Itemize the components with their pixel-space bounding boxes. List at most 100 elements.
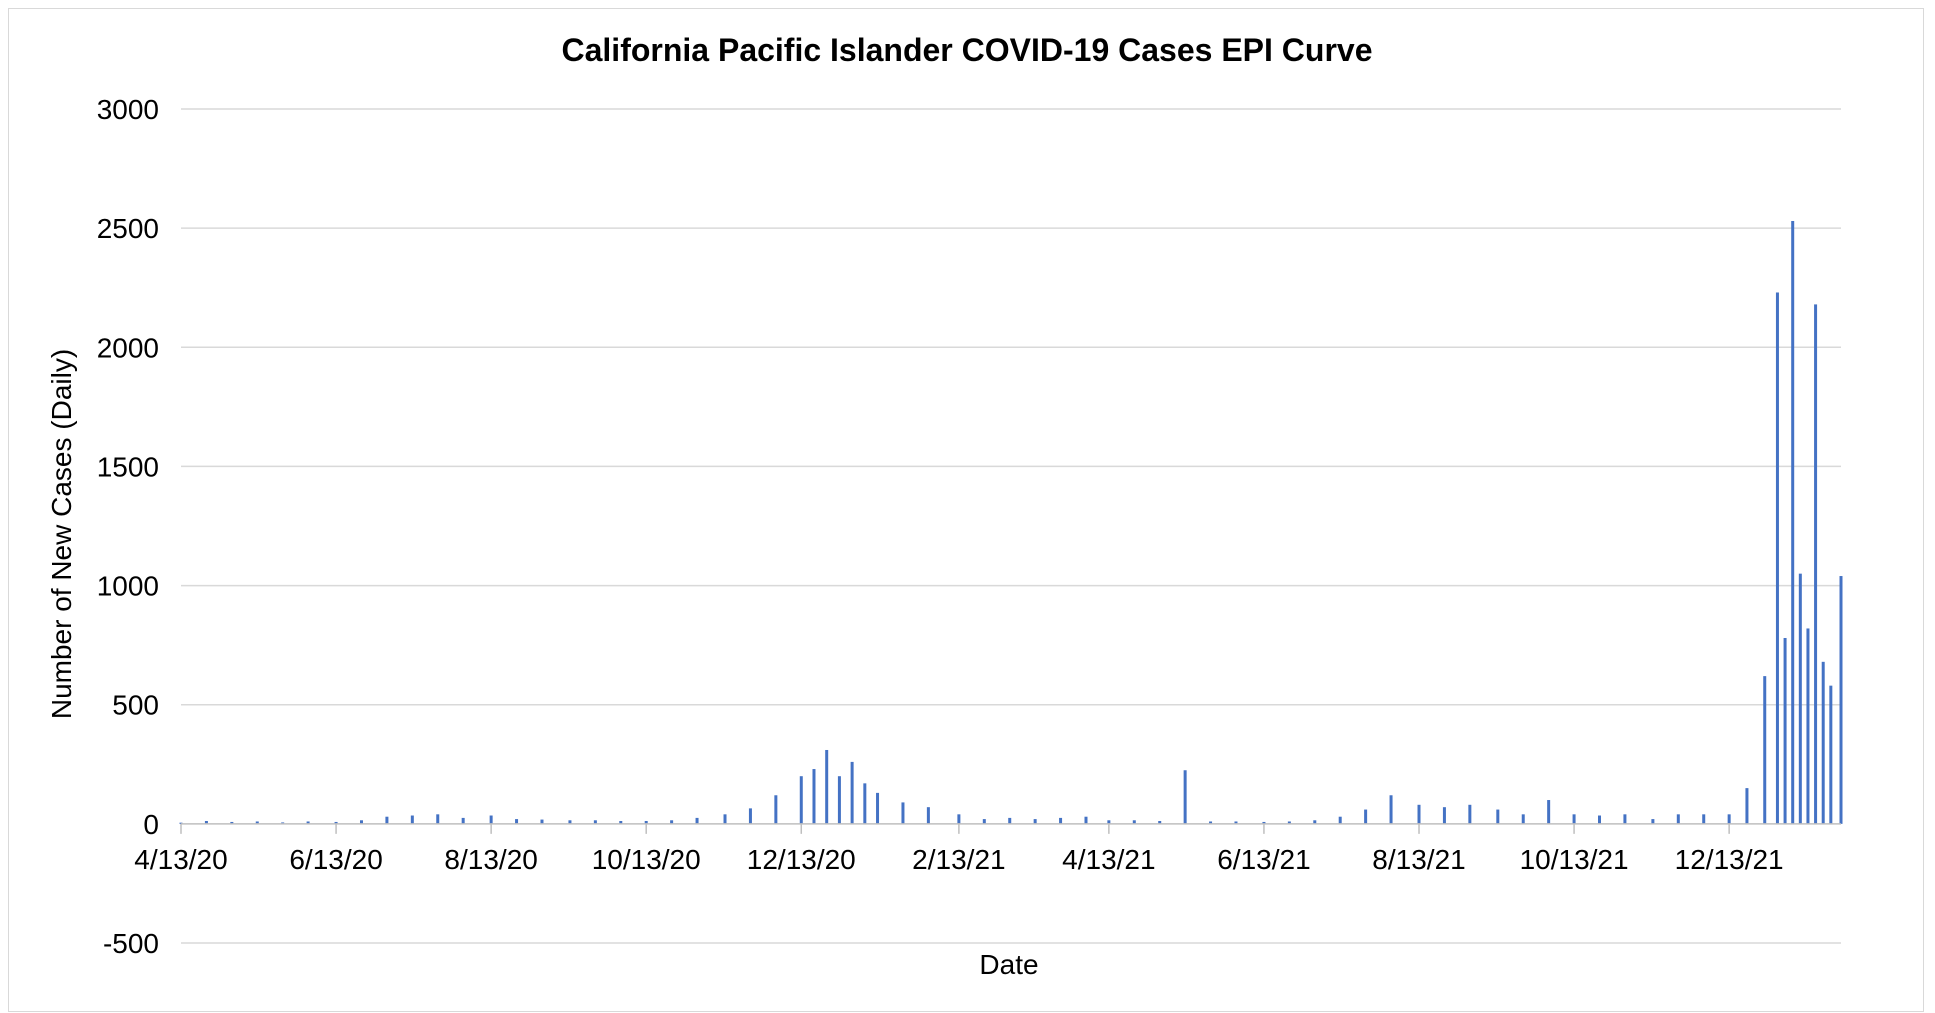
bar: [1783, 637, 1787, 824]
x-axis-label: Date: [979, 949, 1038, 980]
bar: [1798, 573, 1802, 824]
bar: [863, 783, 867, 824]
y-tick-label: 500: [112, 690, 159, 721]
bar: [670, 820, 674, 824]
bar: [876, 792, 880, 824]
bar: [1496, 809, 1500, 824]
bar: [1745, 788, 1749, 824]
x-tick-label: 8/13/20: [444, 844, 537, 875]
bar: [1623, 814, 1627, 824]
x-tick-label: 4/13/21: [1062, 844, 1155, 875]
bar: [1364, 809, 1368, 824]
bar: [255, 821, 259, 824]
bar: [1521, 814, 1525, 824]
bar: [334, 821, 338, 824]
bar: [1107, 820, 1111, 824]
bar: [695, 817, 699, 824]
x-tick-label: 12/13/21: [1675, 844, 1784, 875]
bar: [568, 820, 572, 824]
bar: [1033, 819, 1037, 824]
gridlines: [181, 108, 1841, 944]
y-tick-label: 3000: [97, 94, 159, 125]
bar: [926, 807, 930, 824]
bar: [1417, 804, 1421, 824]
bar: [1234, 821, 1238, 824]
bar: [540, 819, 544, 824]
bar: [436, 814, 440, 824]
y-axis-label: Number of New Cases (Daily): [46, 349, 77, 719]
bar: [1775, 292, 1779, 824]
y-tick-label: 0: [143, 809, 159, 840]
x-axis-ticks: 4/13/20 6/13/20 8/13/20 10/13/20 12/13/20 2/1…: [134, 823, 1784, 875]
bar: [1287, 821, 1291, 824]
bar: [306, 821, 310, 824]
chart-frame: California Pacific Islander COVID-19 Cas…: [8, 8, 1924, 1012]
bar: [1008, 817, 1012, 824]
bar: [1676, 814, 1680, 824]
y-tick-label: 2500: [97, 213, 159, 244]
x-tick-label: 8/13/21: [1372, 844, 1465, 875]
bar: [1597, 815, 1601, 824]
bar: [837, 776, 841, 824]
bar: [748, 808, 752, 824]
bar: [1468, 804, 1472, 824]
bar: [1829, 685, 1833, 824]
bar: [1763, 676, 1767, 824]
x-tick-label: 2/13/21: [912, 844, 1005, 875]
bar: [799, 776, 803, 824]
bar: [1727, 814, 1731, 824]
bar: [1651, 819, 1655, 824]
bar: [1821, 661, 1825, 824]
bar: [850, 761, 854, 824]
x-tick-label: 10/13/20: [592, 844, 701, 875]
bar: [1338, 816, 1342, 824]
bar: [825, 749, 829, 824]
x-tick-label: 6/13/20: [289, 844, 382, 875]
bar: [1442, 807, 1446, 824]
bar: [1313, 820, 1317, 824]
y-axis-ticks: -500 0 500 1000 1500 2000 2500 3000: [97, 94, 159, 959]
y-tick-label: 1000: [97, 571, 159, 602]
bar: [1702, 814, 1706, 824]
bar: [1389, 795, 1393, 824]
y-tick-label: -500: [103, 928, 159, 959]
bar: [957, 814, 961, 824]
bar: [901, 802, 905, 824]
bar: [812, 769, 816, 824]
bar: [1132, 820, 1136, 824]
bar: [461, 817, 465, 824]
bar: [204, 820, 208, 824]
bar: [385, 816, 389, 824]
bar: [1814, 304, 1818, 824]
x-tick-label: 12/13/20: [747, 844, 856, 875]
x-tick-label: 10/13/21: [1520, 844, 1629, 875]
x-tick-label: 4/13/20: [134, 844, 227, 875]
bar: [1791, 220, 1795, 824]
bar: [982, 819, 986, 824]
bar: [593, 820, 597, 824]
chart-svg: California Pacific Islander COVID-19 Cas…: [46, 32, 1843, 980]
bar: [1158, 820, 1162, 824]
bar: [1084, 816, 1088, 824]
bar: [1059, 817, 1063, 824]
bar: [359, 820, 363, 824]
bar: [1806, 628, 1810, 824]
bar: [723, 814, 727, 824]
bar: [410, 815, 414, 824]
bar: [489, 815, 493, 824]
bar: [1262, 821, 1266, 824]
bar: [1209, 821, 1213, 824]
bar: [1547, 800, 1551, 824]
bar: [644, 820, 648, 824]
chart-title: California Pacific Islander COVID-19 Cas…: [562, 32, 1373, 68]
bar: [619, 820, 623, 824]
bar: [230, 821, 234, 824]
bars: [179, 220, 1843, 824]
bar: [515, 819, 519, 824]
y-tick-label: 2000: [97, 332, 159, 363]
bar: [774, 795, 778, 824]
bar: [1572, 814, 1576, 824]
y-tick-label: 1500: [97, 451, 159, 482]
bar: [1183, 770, 1187, 824]
bar: [1839, 576, 1843, 824]
